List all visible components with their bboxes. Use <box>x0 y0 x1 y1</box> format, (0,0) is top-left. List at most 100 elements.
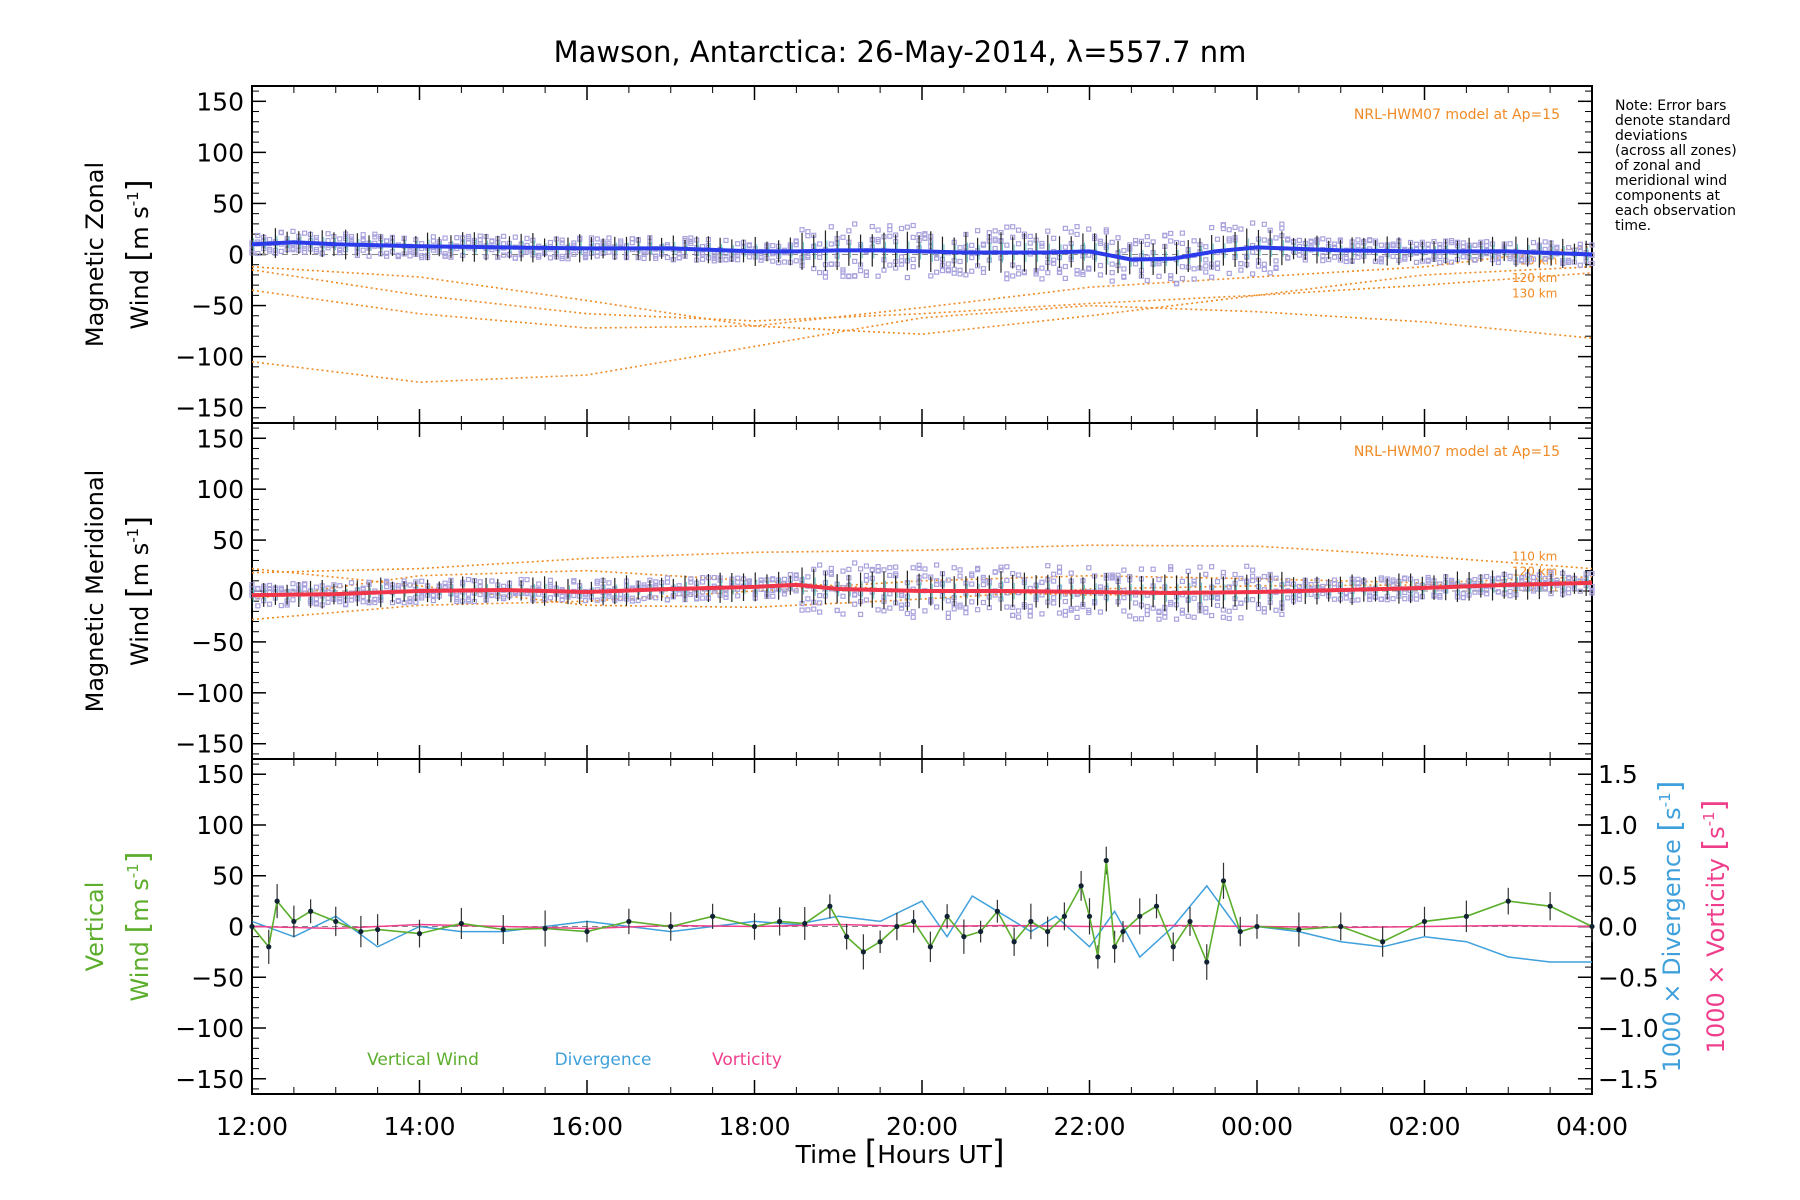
right-tick-label: 1.5 <box>1598 760 1638 789</box>
scatter-point <box>1156 616 1162 622</box>
scatter-point <box>846 273 852 279</box>
scatter-point <box>805 233 811 239</box>
scatter-point <box>1273 235 1279 241</box>
scatter-point <box>1045 563 1051 569</box>
scatter-point <box>559 253 565 260</box>
scatter-point <box>582 597 589 604</box>
vertical-wind-point <box>961 934 967 940</box>
scatter-point <box>1507 593 1513 599</box>
note-line: each observation <box>1615 203 1736 219</box>
scatter-point <box>770 593 776 599</box>
scatter-point <box>1074 267 1080 274</box>
scatter-point <box>969 254 975 261</box>
right-tick-label: −0.5 <box>1598 963 1659 992</box>
scatter-point <box>816 600 823 606</box>
scatter-point <box>1004 271 1010 277</box>
scatter-point <box>1484 587 1490 593</box>
scatter-point <box>302 230 308 236</box>
model-curve <box>251 266 1593 336</box>
scatter-point <box>735 575 741 581</box>
scatter-point <box>1010 273 1016 279</box>
scatter-point <box>805 596 811 602</box>
scatter-point <box>1273 265 1279 272</box>
vertical-wind-point <box>1254 923 1260 930</box>
scatter-point <box>1250 249 1256 255</box>
scatter-point <box>1285 580 1291 586</box>
scatter-point <box>1156 261 1162 267</box>
scatter-point <box>1542 575 1548 582</box>
scatter-point <box>934 562 940 568</box>
scatter-point <box>857 611 864 618</box>
y-tick-label: 0 <box>228 241 244 270</box>
scatter-point <box>869 566 875 573</box>
vertical-wind-point <box>249 923 255 930</box>
scatter-point <box>1448 238 1455 244</box>
scatter-point <box>758 255 764 261</box>
scatter-point <box>699 579 706 585</box>
model-label: NRL-HWM07 model at Ap=15 <box>1354 444 1560 460</box>
vertical-wind-point <box>308 908 314 914</box>
scatter-point <box>559 597 565 603</box>
scatter-point <box>1472 257 1478 263</box>
scatter-point <box>290 581 296 587</box>
scatter-point <box>1168 230 1174 237</box>
scatter-point <box>969 581 975 587</box>
scatter-point <box>383 238 390 244</box>
vertical-wind-point <box>291 918 297 925</box>
scatter-point <box>963 610 969 616</box>
vertical-wind-point <box>1170 944 1176 950</box>
scatter-point <box>887 233 893 239</box>
scatter-point <box>1203 571 1209 577</box>
scatter-point <box>887 565 893 571</box>
scatter-point <box>1121 595 1127 601</box>
scatter-point <box>735 593 741 599</box>
scatter-point <box>846 566 852 573</box>
scatter-point <box>1132 600 1139 606</box>
scatter-point <box>559 240 565 246</box>
scatter-point <box>1074 271 1080 277</box>
scatter-point <box>881 608 887 614</box>
scatter-point <box>1589 570 1595 577</box>
scatter-point <box>1437 259 1443 266</box>
vertical-wind-point <box>751 923 758 930</box>
scatter-point <box>1250 577 1256 584</box>
scatter-point <box>442 584 448 590</box>
scatter-point <box>1261 606 1267 612</box>
scatter-point <box>1132 616 1139 622</box>
scatter-point <box>1162 614 1168 620</box>
scatter-point <box>1203 595 1209 601</box>
scatter-point <box>1168 599 1174 606</box>
scatter-point <box>735 252 741 258</box>
scatter-point <box>1051 571 1057 577</box>
note-line: components at <box>1615 188 1721 204</box>
scatter-point <box>1577 262 1583 268</box>
scatter-point <box>571 592 577 599</box>
mean-wind-line <box>251 580 1593 598</box>
scatter-point <box>863 272 870 279</box>
scatter-point <box>863 577 870 583</box>
scatter-point <box>1577 588 1583 594</box>
scatter-point <box>477 237 483 243</box>
vertical-wind-point <box>1204 959 1210 965</box>
vertical-wind-point <box>542 925 548 932</box>
scatter-point <box>945 610 951 616</box>
vertical-wind-point <box>1112 944 1118 950</box>
model-curve <box>251 304 1593 384</box>
scatter-point <box>1448 259 1455 265</box>
scatter-point <box>1039 592 1045 598</box>
scatter-point <box>1015 271 1022 277</box>
scatter-point <box>278 230 284 236</box>
scatter-point <box>547 595 554 601</box>
scatter-point <box>430 234 436 240</box>
scatter-point <box>951 565 957 571</box>
meridional-wind-panel: 150 100 50 0 −50 −100 −150 Magnetic Meridional W… <box>81 422 1595 760</box>
scatter-point <box>1062 225 1068 232</box>
scatter-point <box>1173 280 1180 286</box>
scatter-point <box>1390 579 1396 585</box>
scatter-point <box>1039 265 1045 271</box>
scatter-point <box>1203 269 1209 275</box>
scatter-point <box>1437 241 1443 248</box>
scatter-point <box>1495 256 1501 262</box>
scatter-point <box>910 614 916 620</box>
scatter-point <box>278 248 284 254</box>
